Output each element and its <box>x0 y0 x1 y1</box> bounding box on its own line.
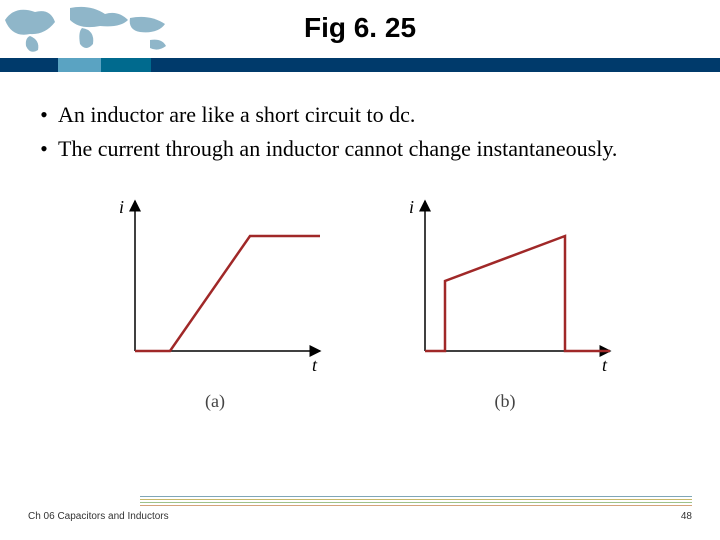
bullet-list: •An inductor are like a short circuit to… <box>30 100 690 163</box>
svg-text:i: i <box>119 197 124 217</box>
chart-b-plot: it <box>390 191 620 381</box>
svg-text:i: i <box>409 197 414 217</box>
bullet-item: •An inductor are like a short circuit to… <box>30 100 690 130</box>
chart-b: it (b) <box>390 191 620 412</box>
slide-header: Fig 6. 25 <box>0 0 720 70</box>
chart-a: it (a) <box>100 191 330 412</box>
chart-a-caption: (a) <box>205 391 225 412</box>
footer-accent-lines <box>140 496 692 508</box>
slide-content: •An inductor are like a short circuit to… <box>0 70 720 412</box>
bullet-item: •The current through an inductor cannot … <box>30 134 690 164</box>
charts-row: it (a) it (b) <box>30 191 690 412</box>
page-number: 48 <box>681 511 692 522</box>
slide-footer: Ch 06 Capacitors and Inductors 48 <box>0 511 720 522</box>
header-divider <box>0 58 720 72</box>
world-map-graphic <box>0 0 180 60</box>
chart-a-plot: it <box>100 191 330 381</box>
chart-b-caption: (b) <box>495 391 516 412</box>
footer-left-text: Ch 06 Capacitors and Inductors <box>28 511 169 522</box>
svg-text:t: t <box>312 355 318 375</box>
svg-text:t: t <box>602 355 608 375</box>
